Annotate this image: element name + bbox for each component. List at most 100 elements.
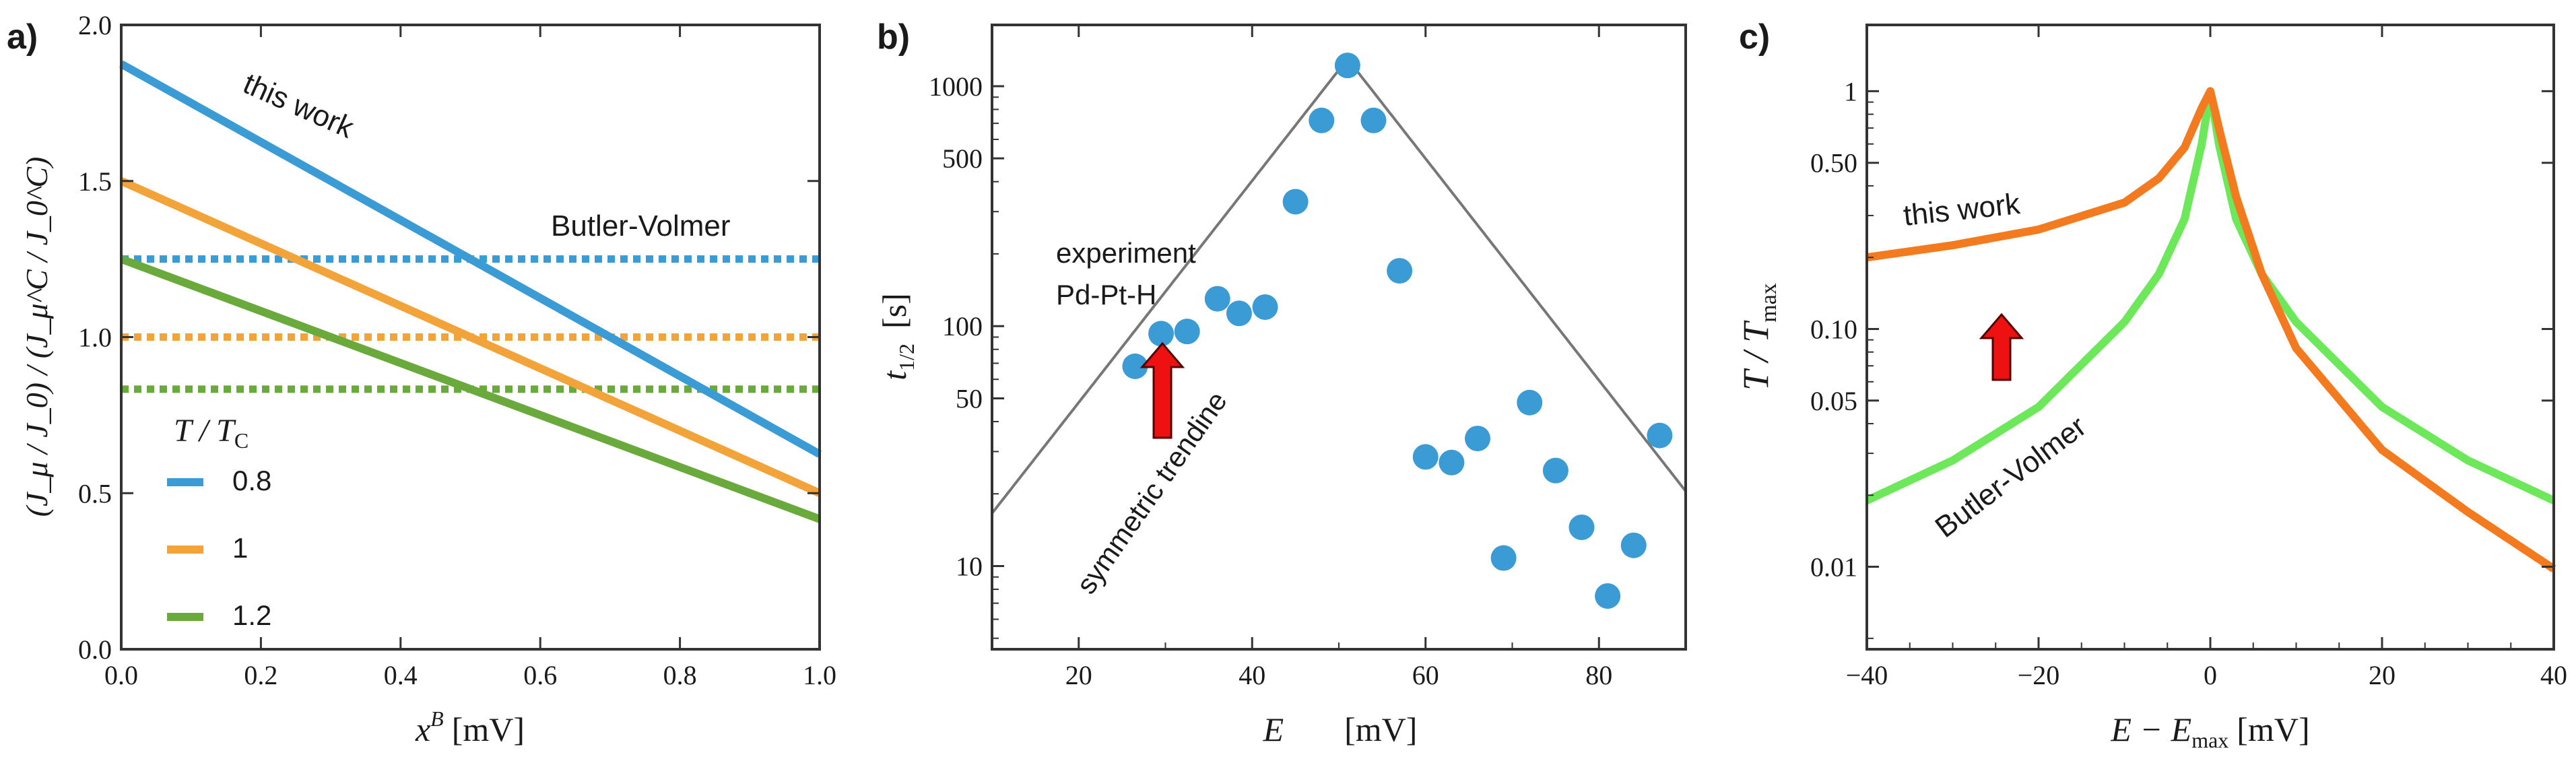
panel-b-x-tick-label: 40 [1239,660,1265,690]
panel-b-y-tick-label: 500 [942,143,983,174]
panel-b-material-label: Pd-Pt-H [1056,279,1156,310]
panel-a-x-axis-var: x [415,711,430,748]
panel-c-butler-volmer-label: Butler-Volmer [1929,409,2092,544]
panel-c-ticks: −40 −20 0 20 40 0.01 0.05 0.10 0.50 1 [1810,25,2567,690]
panel-b-y-tick-label: 10 [956,551,983,581]
panel-a-legend-entry: 0.8 [232,465,271,496]
panel-b-trendline-label: symmetric trendine [1070,386,1233,600]
panel-b-y-tick-label: 100 [942,311,983,341]
panel-a-y-tick-label: 0.0 [78,634,112,665]
panel-c-x-axis-unit: [mV] [2237,711,2309,748]
panel-c-y-axis-var: T / T [1736,320,1776,391]
panel-a-butler-volmer-label: Butler-Volmer [551,209,731,242]
panel-a-legend: T / TC 0.8 1 1.2 [167,413,271,631]
panel-b-data-point [1542,457,1568,484]
panel-a-this-work-line-0.8 [119,60,822,458]
panel-b-y-axis-unit: [s] [876,293,913,329]
panel-a-x-tick-label: 0.8 [663,660,697,690]
panel-b-data-point [1439,449,1465,475]
panel-b-data-point [1465,426,1490,452]
panel-a-y-tick-label: 1.0 [78,323,112,353]
panel-b-data-point [1620,532,1647,558]
panel-b-x-tick-label: 80 [1585,660,1612,690]
panel-a-x-axis-label: xB [mV] [415,706,525,748]
panel-a-plot-area [119,60,822,523]
panel-b-data-point [1595,583,1621,609]
panel-c-y-axis-sub: max [1756,283,1781,323]
panel-a-x-axis-unit: [mV] [452,711,525,748]
panel-c-x-tick-label: −40 [1846,660,1888,690]
panel-c-x-axis-label: E − Emax [mV] [2110,711,2309,752]
panel-c-y-tick-label: 0.05 [1810,386,1857,416]
panel-a-x-tick-label: 0.4 [384,660,418,690]
panel-a-legend-entry: 1.2 [232,599,271,631]
panel-b-data-point [1647,422,1673,449]
panel-a-legend-title-sub: C [234,428,249,453]
panel-b-label: b) [877,18,910,57]
panel-c-y-tick-label: 0.10 [1810,314,1857,344]
panel-c-y-tick-label: 0.01 [1810,552,1857,583]
panel-b-x-axis-var: E [1263,711,1284,748]
panel-b-data-point [1122,353,1148,379]
panel-c-line-butler-volmer [1864,87,2556,504]
red-arrow-icon [1979,312,2024,381]
panel-b-data-point [1174,319,1200,345]
panel-b-y-axis-var: t [876,370,913,381]
panel-c-this-work-label: this work [1902,187,2022,232]
panel-b-plot-area [991,53,1687,609]
panel-b-data-point [1490,545,1517,571]
red-arrow-icon [1140,341,1185,439]
panel-a-this-work-line-1 [119,177,822,497]
panel-a-y-axis-label-text: (J_μ / J_0) / (J_μ^C / J_0^C) [20,157,54,517]
panel-a-legend-entry: 1 [232,532,248,564]
panel-b-red-arrow [1140,341,1185,439]
panel-b-x-axis-unit: [mV] [1344,711,1417,748]
panel-b-data-point [1360,107,1387,133]
panel-b-y-tick-label: 1000 [929,71,983,102]
panel-b-y-tick-label: 50 [956,383,983,414]
panel-c-x-axis-sub: max [2191,728,2228,752]
panel-c-plot-area [1864,87,2556,572]
panel-a-x-tick-label: 1.0 [803,660,836,690]
panel-c-label: c) [1739,18,1770,57]
panel-b-data-point [1387,258,1413,284]
panel-a-label: a) [7,18,38,57]
panel-c-x-tick-label: −20 [2018,660,2060,690]
panel-b-data-point [1334,53,1360,79]
panel-c-x-tick-label: 0 [2204,660,2217,690]
panel-b-data-point [1568,514,1595,540]
panel-b-experiment-label: experiment [1056,237,1196,269]
panel-b-data-point [1204,286,1230,312]
panel-a-y-tick-label: 1.5 [78,166,112,197]
panel-b-data-point [1412,444,1439,470]
panel-b-x-axis-label: E [mV] [1263,711,1418,748]
panel-a-y-tick-label: 2.0 [78,10,112,40]
panel-a-x-axis-sup: B [430,706,444,731]
panel-c-y-tick-label: 0.50 [1810,148,1857,178]
panel-a-x-tick-label: 0.0 [104,660,138,690]
panel-b-y-axis-label-text: t1/2 [s] [876,293,919,381]
panel-a-x-tick-label: 0.6 [523,660,557,690]
panel-c-y-axis-label-text: T / Tmax [1736,283,1781,391]
panel-c-y-axis-label: T / Tmax [1736,283,1781,391]
panel-a-this-work-label: this work [238,67,359,145]
panel-c-red-arrow [1979,312,2024,381]
panel-c-frame [1865,24,2555,651]
panel-a-legend-title: T / TC [174,413,249,453]
panel-b-y-axis-label: t1/2 [s] [876,293,919,381]
panel-a-y-tick-label: 0.5 [78,478,112,508]
panel-b-data-point [1282,189,1309,215]
panel-c: c) −40 −20 0 20 400.010.050.100.501 T / Tmax… [1736,18,2567,752]
panel-c-line-this-work [1864,87,2556,572]
panel-b-data-point [1252,294,1278,320]
panel-b-y-axis-sub: 1/2 [894,343,919,371]
panel-a-this-work-line-1.2 [119,255,822,523]
panel-b-data-point [1226,300,1252,327]
panel-b-data-point [1517,389,1543,416]
panel-b-data-point [1148,321,1175,347]
panel-a-x-tick-label: 0.2 [244,660,277,690]
panel-c-x-axis-var: E − E [2110,711,2191,748]
panel-c-x-tick-label: 40 [2540,660,2567,690]
